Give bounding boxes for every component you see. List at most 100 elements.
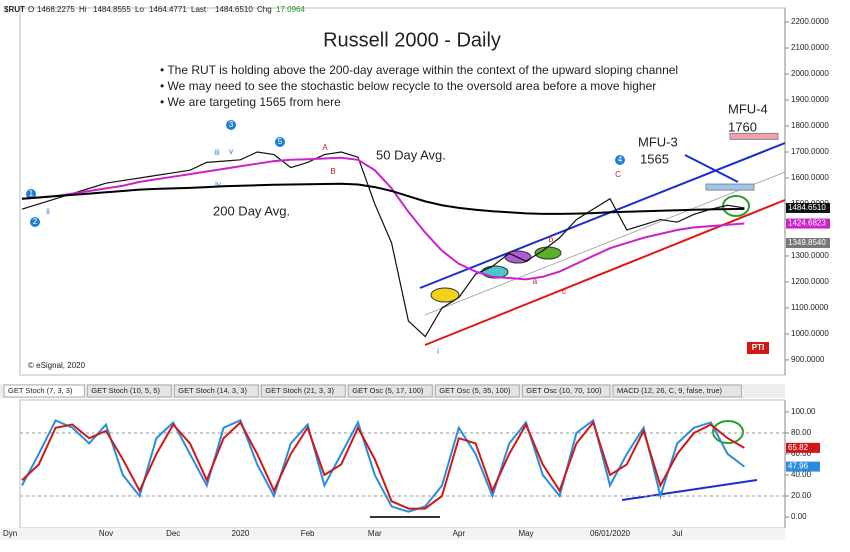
target-value: 1760 — [728, 119, 757, 134]
x-tick-label: 06/01/2020 — [590, 529, 631, 538]
tab-label: GET Stoch (10, 5, 5) — [91, 386, 160, 395]
wave-label: iv — [215, 180, 221, 189]
quote-label: Last — [191, 5, 207, 14]
wave-label: a — [533, 277, 538, 286]
quote-label: Chg — [257, 5, 272, 14]
wave-label: 3 — [229, 120, 234, 129]
wave-label: ii — [46, 207, 50, 216]
quote-bar: $RUT O 1468.2275 Hi 1484.8555 Lo 1464.4771 Last… — [4, 5, 305, 14]
tab-label: GET Stoch (7, 3, 3) — [8, 386, 73, 395]
quote-label: Lo — [135, 5, 144, 14]
last-value-label: 65.82 — [788, 443, 809, 452]
wave-label: A — [322, 143, 328, 152]
wave-marker — [615, 155, 625, 165]
y-tick-label: 100.00 — [791, 407, 816, 416]
tab — [434, 384, 520, 398]
y-tick-label: 1000.0000 — [791, 329, 829, 338]
wave-label: 4 — [618, 155, 623, 164]
quote-value: 17.0964 — [276, 5, 305, 14]
note: • We are targeting 1565 from here — [160, 95, 341, 109]
y-tick-label: 20.00 — [791, 491, 812, 500]
x-tick-label: 2020 — [232, 529, 250, 538]
y-tick-label: 900.0000 — [791, 355, 825, 364]
tab-label: GET Stoch (14, 3, 3) — [178, 386, 247, 395]
price-label-box — [786, 218, 830, 229]
wave-label: iii — [214, 148, 220, 157]
quote-value: 1484.8555 — [93, 5, 131, 14]
target-name: MFU-4 — [728, 101, 768, 116]
quote-value: 1484.6510 — [215, 5, 253, 14]
x-tick-label: Apr — [453, 529, 466, 538]
ma-label: 50 Day Avg. — [376, 147, 446, 162]
y-tick-label: 1300.0000 — [791, 251, 829, 260]
x-tick-label: Dec — [166, 529, 180, 538]
y-tick-label: 1100.0000 — [791, 303, 829, 312]
quote-value: 1464.4771 — [149, 5, 187, 14]
x-tick-label: May — [518, 529, 533, 538]
y-tick-label: 80.00 — [791, 428, 812, 437]
x-tick-label: Nov — [99, 529, 113, 538]
tab-label: GET Osc (5, 35, 100) — [439, 386, 511, 395]
date-axis — [0, 528, 785, 540]
y-tick-label: 1200.0000 — [791, 277, 829, 286]
tab — [521, 384, 611, 398]
highlight — [712, 420, 744, 444]
symbol: $RUT — [4, 5, 25, 14]
target-box — [729, 132, 779, 140]
quote-label: O — [28, 5, 34, 14]
tab-label: MACD (12, 26, C, 9, false, true) — [617, 386, 723, 395]
y-tick-label: 1700.0000 — [791, 147, 829, 156]
tab — [260, 384, 346, 398]
y-tick-label: 60.00 — [791, 449, 812, 458]
tab-label: GET Osc (10, 70, 100) — [526, 386, 602, 395]
note: • The RUT is holding above the 200-day a… — [160, 63, 678, 77]
quote-label: Hi — [79, 5, 87, 14]
tab — [173, 384, 259, 398]
wave-label: 2 — [33, 217, 38, 226]
y-tick-label: 2100.0000 — [791, 43, 829, 52]
wave-label: 1 — [29, 189, 34, 198]
tab — [3, 384, 85, 398]
wave-marker — [30, 217, 40, 227]
trend-line — [621, 479, 758, 501]
channel-top — [419, 142, 786, 289]
x-tick-label: Mar — [368, 529, 382, 538]
price-label: 1484.6510 — [788, 203, 826, 212]
wave-label: 5 — [278, 137, 283, 146]
wave-label: B — [330, 167, 335, 176]
tabs: GET Stoch (7, 3, 3) GET Stoch (10, 5, 5) G… — [3, 384, 742, 398]
price-label-box — [786, 202, 830, 213]
target-value: 1565 — [640, 151, 669, 166]
x-tick-label: Jul — [672, 529, 682, 538]
wave-marker — [226, 120, 236, 130]
tab — [347, 384, 433, 398]
y-tick-label: 1800.0000 — [791, 121, 829, 130]
wave-label: v — [229, 147, 233, 156]
target-box — [705, 183, 755, 191]
price-label: 1424.6823 — [788, 219, 826, 228]
y-tick-label: 40.00 — [791, 470, 812, 479]
x-tick-label: Feb — [301, 529, 315, 538]
y-tick-label: 0.00 — [791, 512, 807, 521]
last-value-box — [786, 461, 820, 472]
wave-label: b — [549, 235, 554, 244]
wave-label: C — [615, 170, 621, 179]
waves: 1 2 3 4 5 A B C a b c i ii iii iv v — [26, 120, 625, 356]
tab — [86, 384, 172, 398]
wave-marker — [26, 189, 36, 199]
quote-value: 1468.2275 — [37, 5, 75, 14]
series-line — [21, 182, 745, 215]
price-label: 1349.8540 — [788, 238, 826, 247]
logo: PTI — [752, 343, 764, 352]
logo-box — [747, 342, 769, 354]
wave-marker — [275, 137, 285, 147]
y-tick-label: 2200.0000 — [791, 17, 829, 26]
note: • We may need to see the stochastic belo… — [160, 79, 656, 93]
series-line — [21, 156, 745, 281]
series-line — [21, 420, 745, 510]
copyright: © eSignal, 2020 — [28, 361, 86, 370]
tab-label: GET Osc (5, 17, 100) — [352, 386, 424, 395]
y-tick-label: 1600.0000 — [791, 173, 829, 182]
